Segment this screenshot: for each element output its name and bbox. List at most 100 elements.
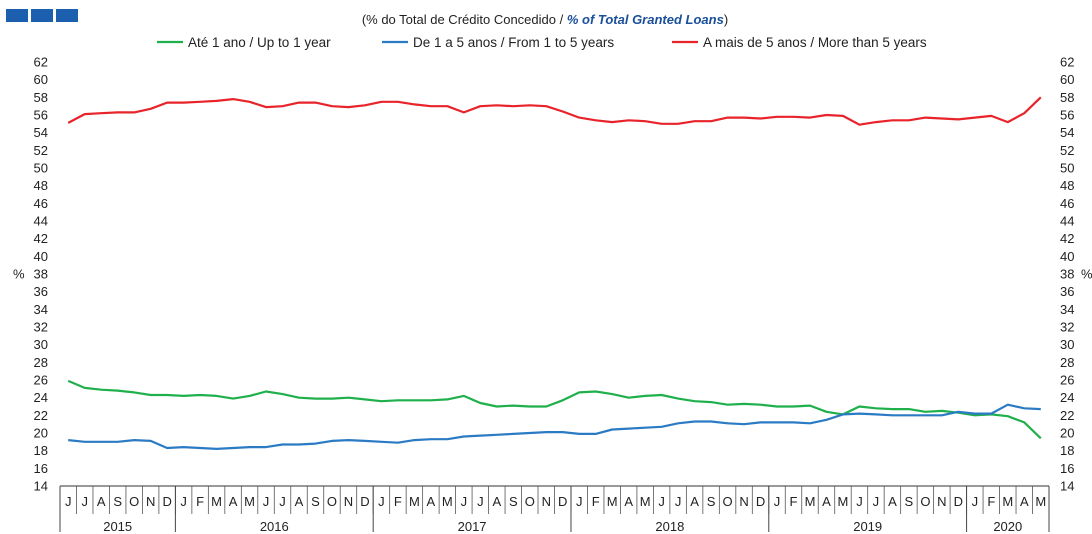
x-tick-label-month: N <box>344 494 353 509</box>
chart-title: (% do Total de Crédito Concedido / % of … <box>362 12 728 27</box>
y-tick-label-right: 58 <box>1060 90 1074 105</box>
y-tick-label-left: 18 <box>34 443 48 458</box>
y-tick-label-right: 26 <box>1060 373 1074 388</box>
x-tick-label-month: J <box>658 494 665 509</box>
series-line <box>68 403 1041 450</box>
y-tick-label-left: 20 <box>34 426 48 441</box>
x-tick-label-month: A <box>492 494 501 509</box>
x-tick-label-month: A <box>295 494 304 509</box>
x-tick-label-month: D <box>756 494 765 509</box>
y-tick-label-right: 62 <box>1060 55 1074 70</box>
x-tick-label-month: O <box>920 494 930 509</box>
x-tick-label-month: N <box>146 494 155 509</box>
y-tick-label-right: 52 <box>1060 143 1074 158</box>
x-tick-label-month: F <box>790 494 798 509</box>
y-axis-label-right: % <box>1081 267 1092 282</box>
x-tick-label-month: J <box>263 494 270 509</box>
x-tick-label-month: J <box>675 494 682 509</box>
y-tick-label-right: 54 <box>1060 125 1074 140</box>
x-tick-label-month: S <box>113 494 122 509</box>
x-tick-label-month: F <box>987 494 995 509</box>
x-tick-label-month: A <box>888 494 897 509</box>
y-tick-label-left: 50 <box>34 161 48 176</box>
x-tick-label-month: A <box>822 494 831 509</box>
x-tick-label-month: N <box>542 494 551 509</box>
x-tick-label-month: M <box>1035 494 1046 509</box>
y-tick-label-right: 28 <box>1060 355 1074 370</box>
logo-block <box>6 9 28 22</box>
y-tick-label-left: 38 <box>34 267 48 282</box>
y-tick-label-left: 62 <box>34 55 48 70</box>
x-tick-label-month: J <box>461 494 468 509</box>
y-tick-label-right: 20 <box>1060 426 1074 441</box>
y-axis-label-left: % <box>13 267 25 282</box>
y-tick-label-right: 34 <box>1060 302 1074 317</box>
chart-title-emphasis: % of Total Granted Loans <box>567 12 724 27</box>
x-tick-label-month: M <box>607 494 618 509</box>
x-tick-label-month: D <box>162 494 171 509</box>
x-tick-label-year: 2016 <box>260 519 289 534</box>
x-tick-label-month: D <box>954 494 963 509</box>
chart-title-suffix: ) <box>724 12 728 27</box>
y-tick-label-right: 14 <box>1060 479 1074 494</box>
y-tick-label-right: 50 <box>1060 161 1074 176</box>
y-tick-label-left: 36 <box>34 284 48 299</box>
y-tick-label-right: 40 <box>1060 249 1074 264</box>
x-tick-label-month: A <box>427 494 436 509</box>
x-tick-label-month: O <box>525 494 535 509</box>
logo-block <box>56 9 78 22</box>
x-tick-label-month: N <box>937 494 946 509</box>
y-tick-label-right: 38 <box>1060 267 1074 282</box>
x-tick-label-month: D <box>360 494 369 509</box>
y-tick-label-right: 56 <box>1060 108 1074 123</box>
y-tick-label-left: 44 <box>34 214 48 229</box>
y-tick-label-left: 52 <box>34 143 48 158</box>
logo <box>6 9 78 22</box>
x-tick-label-month: F <box>394 494 402 509</box>
logo-block <box>31 9 53 22</box>
y-tick-label-left: 56 <box>34 108 48 123</box>
y-tick-label-left: 32 <box>34 320 48 335</box>
legend-entry-label: Até 1 ano / Up to 1 year <box>188 35 331 50</box>
x-tick-label-month: F <box>196 494 204 509</box>
y-tick-label-right: 46 <box>1060 196 1074 211</box>
x-tick-label-month: J <box>65 494 72 509</box>
x-tick-label-month: D <box>558 494 567 509</box>
x-tick-label-month: J <box>180 494 187 509</box>
x-tick-label-month: J <box>576 494 583 509</box>
y-tick-label-right: 16 <box>1060 461 1074 476</box>
y-tick-label-right: 48 <box>1060 178 1074 193</box>
y-tick-label-right: 18 <box>1060 443 1074 458</box>
x-tick-label-month: M <box>838 494 849 509</box>
y-tick-label-left: 22 <box>34 408 48 423</box>
y-tick-label-left: 16 <box>34 461 48 476</box>
series-group <box>67 96 1042 450</box>
x-tick-label-month: O <box>327 494 337 509</box>
legend: Até 1 ano / Up to 1 year De 1 a 5 anos / … <box>157 35 927 50</box>
x-tick-label-year: 2017 <box>458 519 487 534</box>
y-tick-label-left: 40 <box>34 249 48 264</box>
x-tick-label-year: 2020 <box>993 519 1022 534</box>
y-tick-label-left: 26 <box>34 373 48 388</box>
x-tick-label-month: J <box>81 494 88 509</box>
y-tick-label-right: 22 <box>1060 408 1074 423</box>
x-tick-label-month: M <box>442 494 453 509</box>
y-tick-label-left: 60 <box>34 72 48 87</box>
x-tick-label-year: 2015 <box>103 519 132 534</box>
y-tick-label-left: 58 <box>34 90 48 105</box>
y-tick-label-right: 42 <box>1060 231 1074 246</box>
x-tick-label-month: S <box>311 494 320 509</box>
x-tick-label-month: S <box>905 494 914 509</box>
x-tick-label-month: A <box>97 494 106 509</box>
x-tick-label-month: J <box>873 494 880 509</box>
x-tick-label-month: N <box>739 494 748 509</box>
y-tick-label-right: 30 <box>1060 337 1074 352</box>
x-tick-label-month: O <box>723 494 733 509</box>
x-tick-label-month: A <box>1020 494 1029 509</box>
y-tick-label-right: 24 <box>1060 390 1074 405</box>
x-tick-label-month: J <box>774 494 781 509</box>
x-tick-label-month: J <box>972 494 979 509</box>
x-tick-label-month: M <box>244 494 255 509</box>
